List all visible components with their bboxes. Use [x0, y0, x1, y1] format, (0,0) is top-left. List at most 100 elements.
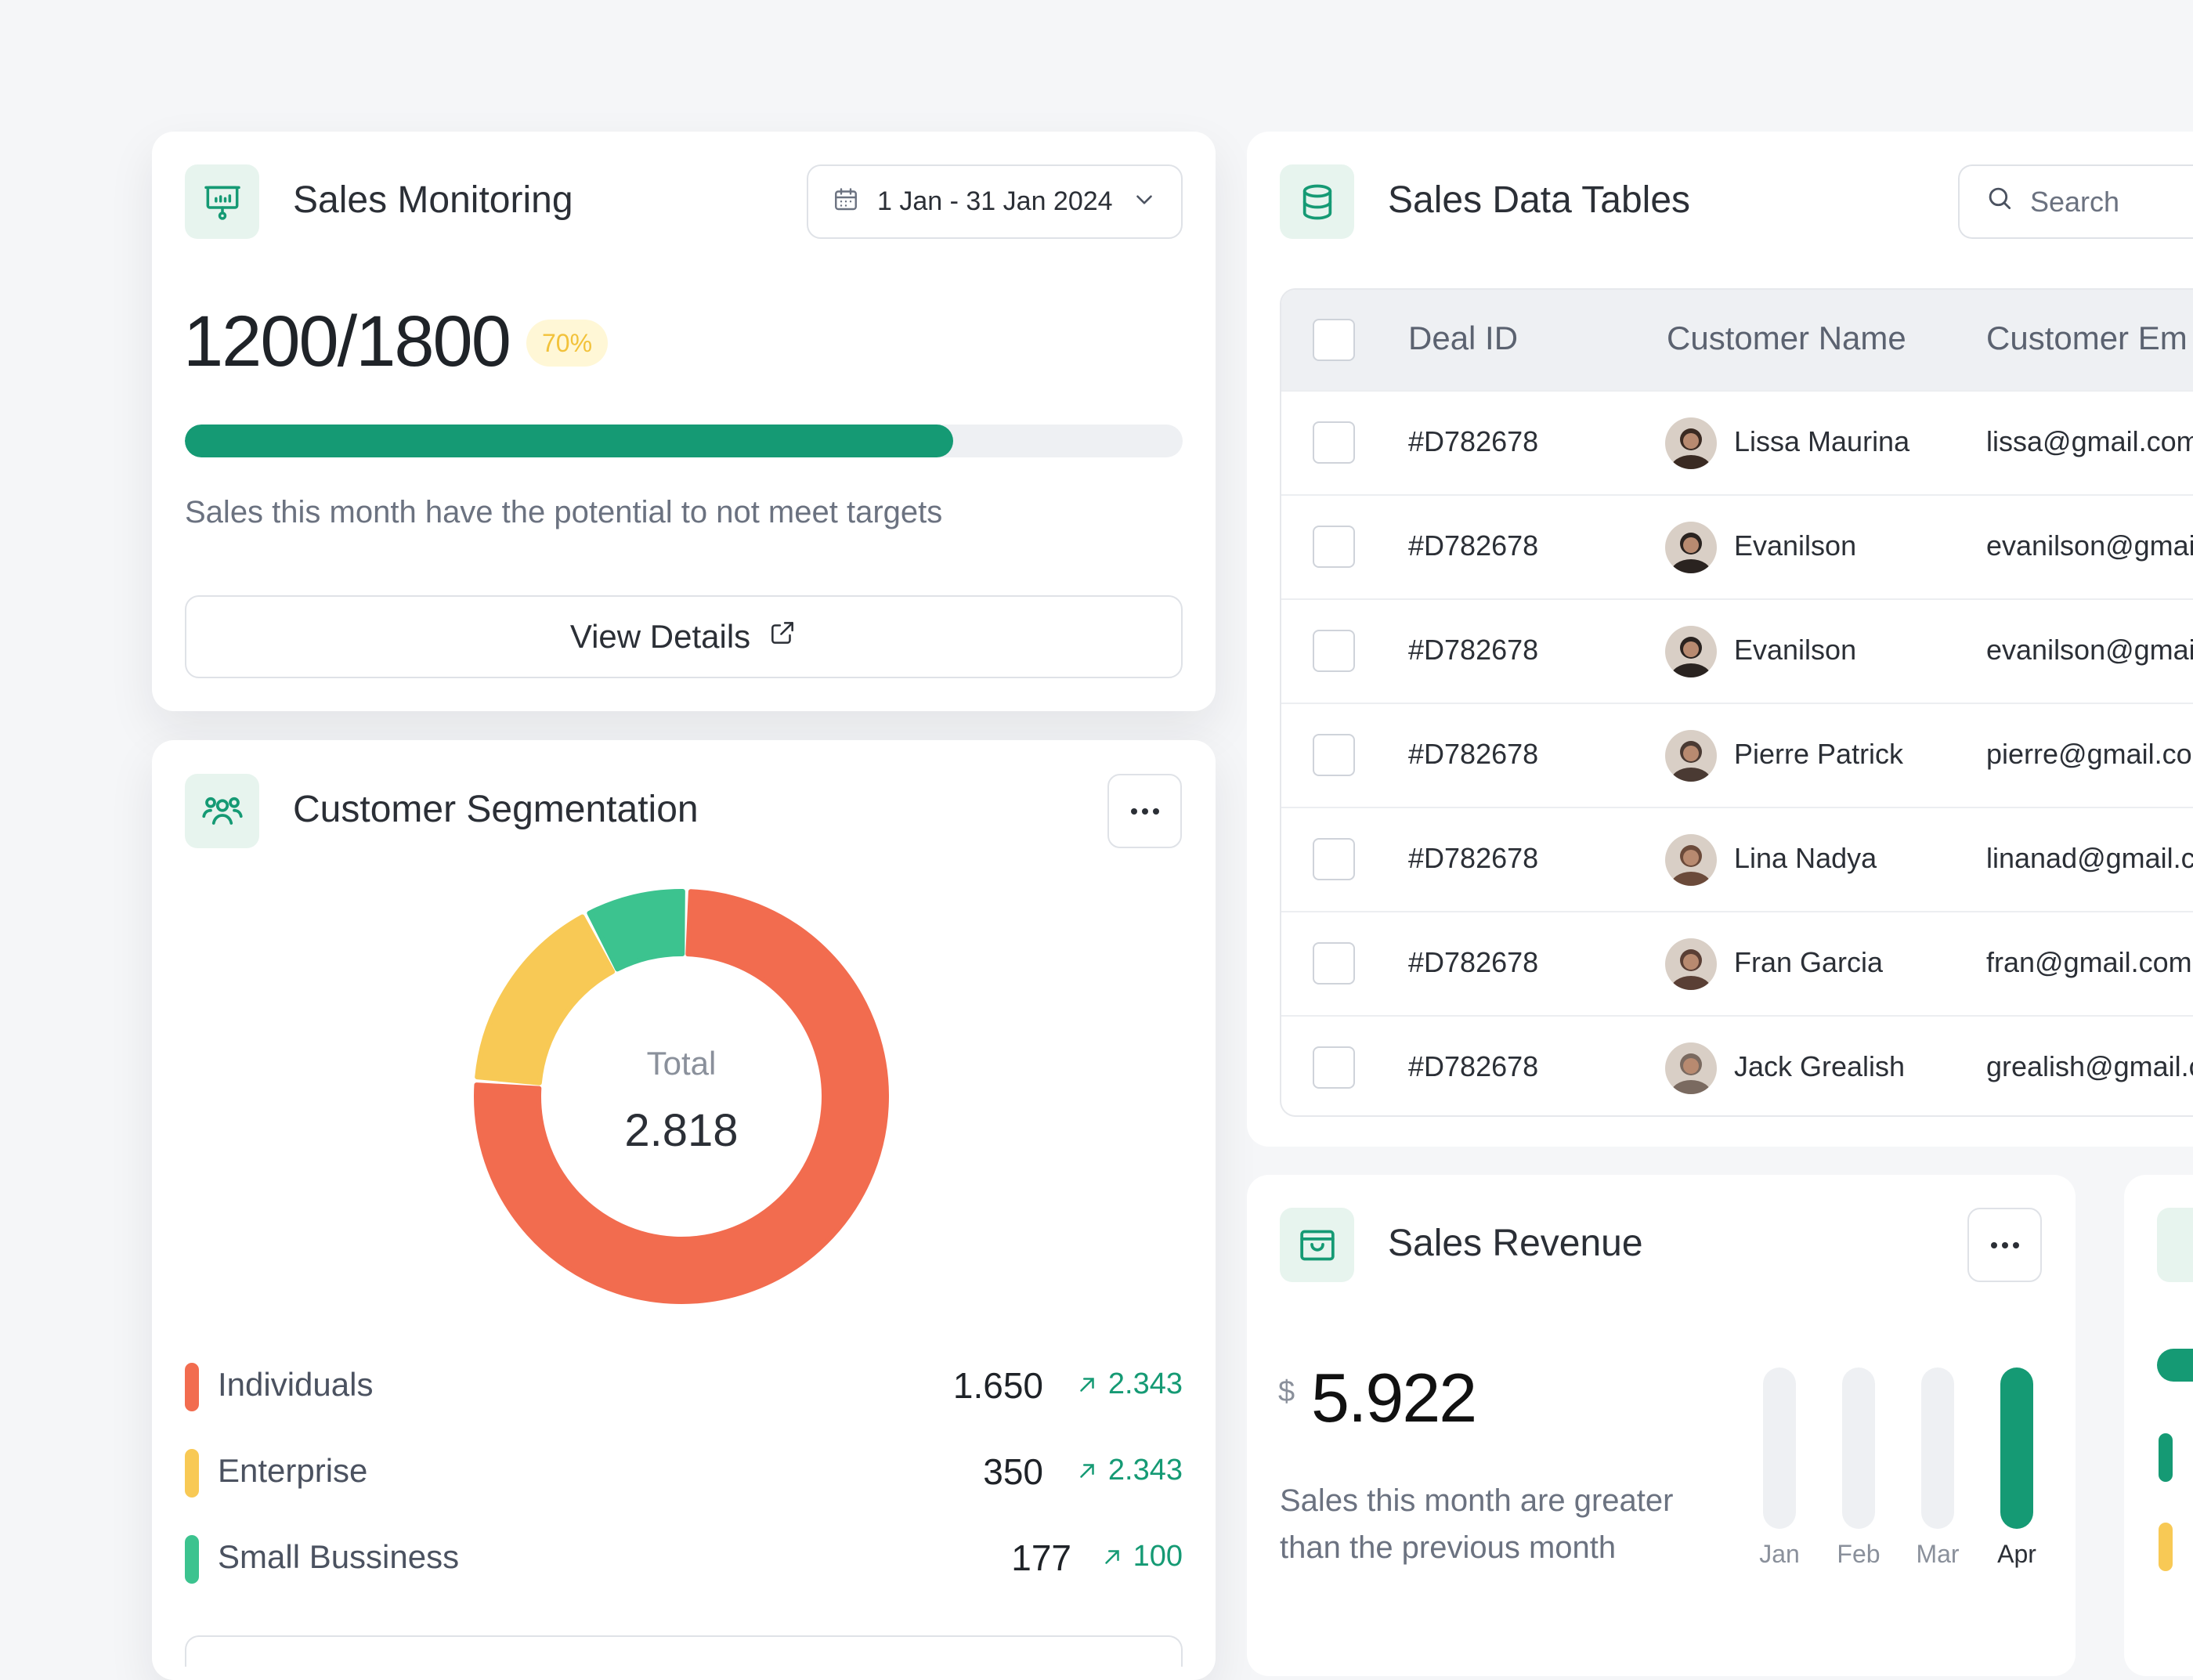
more-dots-icon: [1990, 1241, 1997, 1248]
row-checkbox[interactable]: [1313, 421, 1355, 464]
progress-percent-badge: 70%: [526, 320, 609, 367]
legend-label: Small Bussiness: [218, 1538, 460, 1575]
month-label: Jan: [1759, 1540, 1800, 1568]
database-icon: [1280, 164, 1354, 239]
search-input[interactable]: Search: [1958, 164, 2193, 239]
revenue-bar-feb[interactable]: [1842, 1367, 1875, 1529]
donut-slice-enterprise[interactable]: [475, 914, 616, 1086]
external-link-icon: [768, 618, 797, 656]
date-range-picker[interactable]: 1 Jan - 31 Jan 2024: [807, 164, 1183, 239]
donut-total-label: Total: [646, 1045, 717, 1082]
month-label: Apr: [1997, 1540, 2036, 1568]
sales-progress-fill: [185, 425, 953, 457]
row-checkbox[interactable]: [1313, 942, 1355, 985]
sales-monitoring-message: Sales this month have the potential to n…: [185, 495, 943, 529]
more-dot: [1152, 807, 1159, 815]
month-label: Mar: [1916, 1540, 1960, 1568]
table-row[interactable]: #D782678 Evanilson evanilson@gmail: [1281, 494, 2193, 598]
table-row[interactable]: #D782678 Evanilson evanilson@gmail: [1281, 598, 2193, 703]
customer-email-cell: evanilson@gmail: [1986, 529, 2193, 562]
customer-name-cell: Pierre Patrick: [1734, 738, 1904, 770]
deal-id-cell: #D782678: [1408, 946, 1539, 978]
more-dot: [2001, 1241, 2008, 1248]
legend-color-bar: [185, 1363, 199, 1411]
legend-value: 350: [983, 1451, 1043, 1492]
revenue-bar-jan[interactable]: [1763, 1367, 1796, 1529]
customer-name-cell: Evanilson: [1734, 529, 1857, 562]
trend-up-icon: [1080, 1377, 1094, 1392]
column-header-deal-id[interactable]: Deal ID: [1408, 320, 1519, 356]
customer-email-cell: lissa@gmail.com: [1986, 425, 2193, 457]
deal-id-cell: #D782678: [1408, 842, 1539, 874]
view-details-button[interactable]: View Details: [185, 595, 1183, 678]
legend-trend: 2.343: [1075, 1367, 1183, 1401]
table-row[interactable]: #D782678 Pierre Patrick pierre@gmail.com: [1281, 703, 2193, 807]
legend-trend-value: 2.343: [1107, 1367, 1183, 1400]
select-all-checkbox[interactable]: [1313, 319, 1355, 361]
deal-id-cell: #D782678: [1408, 738, 1539, 770]
revenue-bar-mar[interactable]: [1921, 1367, 1954, 1529]
row-checkbox[interactable]: [1313, 838, 1355, 880]
trend-up-icon: [1080, 1463, 1094, 1478]
legend-color-bar: [185, 1535, 199, 1584]
sales-progress-value: 1200/1800: [183, 302, 511, 381]
more-dot: [1141, 807, 1148, 815]
revenue-more-button[interactable]: [1967, 1208, 2042, 1282]
sales-progress-bar: [185, 425, 1183, 457]
table-row[interactable]: #D782678 Fran Garcia fran@gmail.com: [1281, 911, 2193, 1015]
month-label: Feb: [1837, 1540, 1880, 1568]
more-dots-icon: [1130, 807, 1137, 815]
customer-email-cell: grealish@gmail.c: [1986, 1050, 2193, 1082]
customer-name-cell: Lissa Maurina: [1734, 425, 1910, 457]
search-placeholder: Search: [2030, 185, 2120, 218]
deal-id-cell: #D782678: [1408, 425, 1539, 457]
table-row[interactable]: #D782678 Lina Nadya linanad@gmail.co: [1281, 807, 2193, 911]
trend-up-icon: [1104, 1549, 1119, 1564]
legend-value: 177: [1011, 1537, 1071, 1578]
chevron-down-icon: [1131, 186, 1158, 217]
calendar-icon: [832, 186, 860, 218]
customer-email-cell: evanilson@gmail: [1986, 634, 2193, 666]
legend-color-bar: [185, 1449, 199, 1498]
segmentation-footer-divider: [185, 1635, 1183, 1667]
legend-trend: 2.343: [1075, 1454, 1183, 1487]
deal-id-cell: #D782678: [1408, 1050, 1539, 1082]
customer-name-cell: Jack Grealish: [1734, 1050, 1906, 1082]
donut-slice-individuals[interactable]: [474, 889, 889, 1304]
row-checkbox[interactable]: [1313, 734, 1355, 776]
revenue-message-line2: than the previous month: [1280, 1530, 1617, 1565]
donut-total-value: 2.818: [624, 1105, 739, 1156]
deal-id-cell: #D782678: [1408, 529, 1539, 562]
customer-name-cell: Lina Nadya: [1734, 842, 1877, 874]
view-details-label: View Details: [569, 618, 751, 655]
row-checkbox[interactable]: [1313, 630, 1355, 672]
next-card-legend-yellow: [2159, 1523, 2173, 1571]
legend-row-enterprise: Enterprise 350 2.343: [185, 1443, 1183, 1508]
table-header: Deal ID Customer Name Customer Em: [1281, 290, 2193, 390]
sales-data-table: Deal ID Customer Name Customer Em #D7826…: [1280, 288, 2193, 1117]
avatar: [1665, 522, 1717, 573]
column-header-customer-email[interactable]: Customer Em: [1986, 320, 2188, 356]
customer-email-cell: pierre@gmail.com: [1986, 738, 2193, 770]
revenue-currency: $: [1278, 1375, 1295, 1408]
legend-label: Enterprise: [218, 1452, 368, 1489]
row-checkbox[interactable]: [1313, 526, 1355, 568]
sales-data-tables-title: Sales Data Tables: [1388, 179, 1691, 221]
segmentation-donut-chart: [474, 889, 889, 1304]
avatar: [1665, 417, 1717, 469]
avatar: [1665, 1042, 1717, 1094]
segmentation-more-button[interactable]: [1107, 774, 1182, 848]
column-header-customer-name[interactable]: Customer Name: [1667, 320, 1906, 356]
customer-segmentation-title: Customer Segmentation: [293, 789, 699, 830]
donut-slice-small-bussiness[interactable]: [587, 889, 685, 972]
table-row[interactable]: #D782678 Lissa Maurina lissa@gmail.com: [1281, 390, 2193, 494]
legend-trend: 100: [1100, 1540, 1183, 1573]
legend-trend-value: 2.343: [1107, 1454, 1183, 1487]
avatar: [1665, 834, 1717, 886]
revenue-value: 5.922: [1311, 1359, 1477, 1436]
revenue-bar-apr[interactable]: [2000, 1367, 2033, 1529]
row-checkbox[interactable]: [1313, 1046, 1355, 1089]
table-row[interactable]: #D782678 Jack Grealish grealish@gmail.c: [1281, 1015, 2193, 1115]
avatar: [1665, 730, 1717, 782]
date-range-label: 1 Jan - 31 Jan 2024: [877, 186, 1113, 216]
